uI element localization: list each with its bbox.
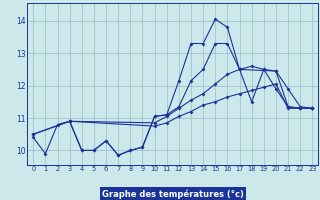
Text: Graphe des températures (°c): Graphe des températures (°c) [102, 190, 244, 199]
